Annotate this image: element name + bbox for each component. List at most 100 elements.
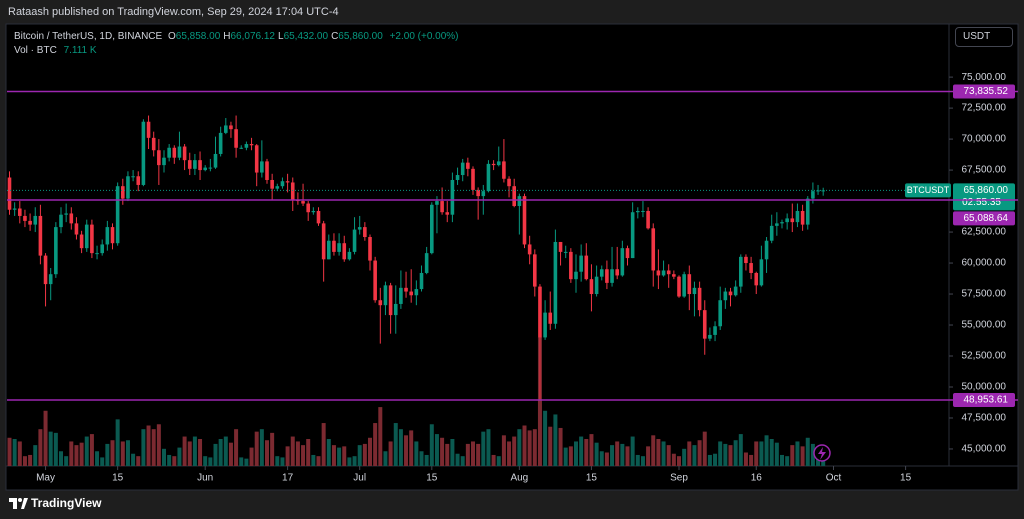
volume-bar [625, 446, 630, 466]
candle-body [311, 210, 316, 213]
candle-body [306, 203, 310, 213]
candle-body [476, 189, 480, 197]
volume-bar [213, 443, 218, 466]
x-tick-label: 15 [426, 473, 438, 484]
candle-body [538, 286, 542, 338]
volume-bar [749, 454, 754, 466]
volume-bar [306, 439, 311, 466]
candle-body [563, 251, 568, 253]
candle-body [805, 198, 810, 225]
candle-body [38, 215, 43, 256]
currency-button[interactable]: USDT [955, 27, 1013, 47]
candle-body [445, 212, 450, 215]
candle-body [265, 161, 269, 180]
candle-body [368, 237, 372, 261]
candle-body [450, 179, 455, 215]
volume-bar [460, 456, 465, 466]
candle-body [744, 256, 748, 264]
candle-body [666, 270, 671, 275]
candle-body [18, 208, 22, 216]
volume-bar [182, 436, 187, 466]
candle-body [383, 285, 388, 306]
volume-bar [790, 445, 795, 466]
candle-body [548, 312, 553, 324]
volume-bar [331, 445, 336, 466]
candle-body [352, 229, 357, 252]
candle-body [533, 254, 537, 287]
volume-bar [568, 446, 573, 466]
candle-body [435, 201, 439, 205]
candle-body [90, 224, 94, 254]
x-tick-label: Jun [197, 473, 213, 484]
volume-bar [692, 445, 697, 466]
volume-label: Vol · BTC [14, 45, 57, 56]
candle-body [347, 251, 352, 260]
candle-body [636, 210, 640, 213]
volume-bar [234, 429, 239, 466]
y-tick-label: 50,000.00 [962, 382, 1007, 393]
level-badge [953, 84, 1015, 99]
volume-bar [162, 448, 166, 466]
volume-bar [64, 456, 69, 466]
candle-body [239, 147, 244, 149]
volume-bar [43, 410, 48, 466]
x-tick-label: Aug [510, 473, 528, 484]
volume-bar [563, 447, 568, 466]
volume-bar [22, 456, 27, 466]
volume-bar [496, 456, 501, 466]
x-tick-label: 17 [282, 473, 294, 484]
candle-body [7, 177, 12, 210]
volume-bar [301, 445, 306, 466]
volume-bar [785, 456, 790, 466]
volume-bar [295, 441, 300, 466]
last-price-label: 65,860.00 [964, 185, 1009, 196]
candle-body [229, 125, 233, 130]
volume-bar [156, 424, 161, 466]
volume-bar [713, 453, 718, 466]
volume-bar [125, 440, 130, 466]
volume-bar [646, 446, 651, 466]
volume-bar [476, 443, 481, 466]
candle-body [646, 210, 650, 229]
volume-bar [661, 441, 666, 466]
candle-body [48, 274, 53, 285]
candle-body [151, 137, 156, 151]
volume-bar [651, 435, 656, 466]
volume-bar [398, 429, 403, 466]
volume-bar [558, 427, 563, 466]
volume-bar [110, 440, 115, 466]
candle-body [610, 269, 614, 283]
volume-bar [239, 457, 244, 466]
volume-bar [259, 429, 264, 466]
volume-bar [218, 439, 223, 466]
volume-bar [718, 441, 723, 466]
ohlc: O65,858.00 H66,076.12 L65,432.00 C65,860.00 [165, 31, 383, 42]
volume-bar [553, 414, 558, 466]
candle-body [136, 176, 141, 185]
candle-body [723, 291, 728, 301]
volume-bar [743, 452, 748, 466]
volume-bar [527, 430, 532, 466]
volume-bar [810, 443, 815, 466]
volume-bar [707, 454, 712, 466]
candle-body [167, 147, 171, 158]
candle-body [507, 178, 511, 187]
candle-body [254, 145, 259, 173]
candle-body [682, 274, 686, 297]
candle-body [486, 163, 491, 192]
candle-body [553, 241, 558, 324]
candle-body [414, 289, 419, 296]
volume-bar [342, 446, 347, 466]
candle-body [100, 244, 104, 254]
candle-body [811, 191, 815, 199]
candle-body [496, 161, 501, 166]
y-tick-label: 47,500.00 [962, 413, 1007, 424]
volume-bar [53, 432, 58, 466]
volume-bar [105, 443, 110, 466]
y-tick-label: 45,000.00 [962, 444, 1007, 455]
volume-bar [702, 431, 707, 466]
candle-body [43, 255, 48, 285]
y-tick-label: 67,500.00 [962, 165, 1007, 176]
volume-bar [501, 435, 506, 466]
